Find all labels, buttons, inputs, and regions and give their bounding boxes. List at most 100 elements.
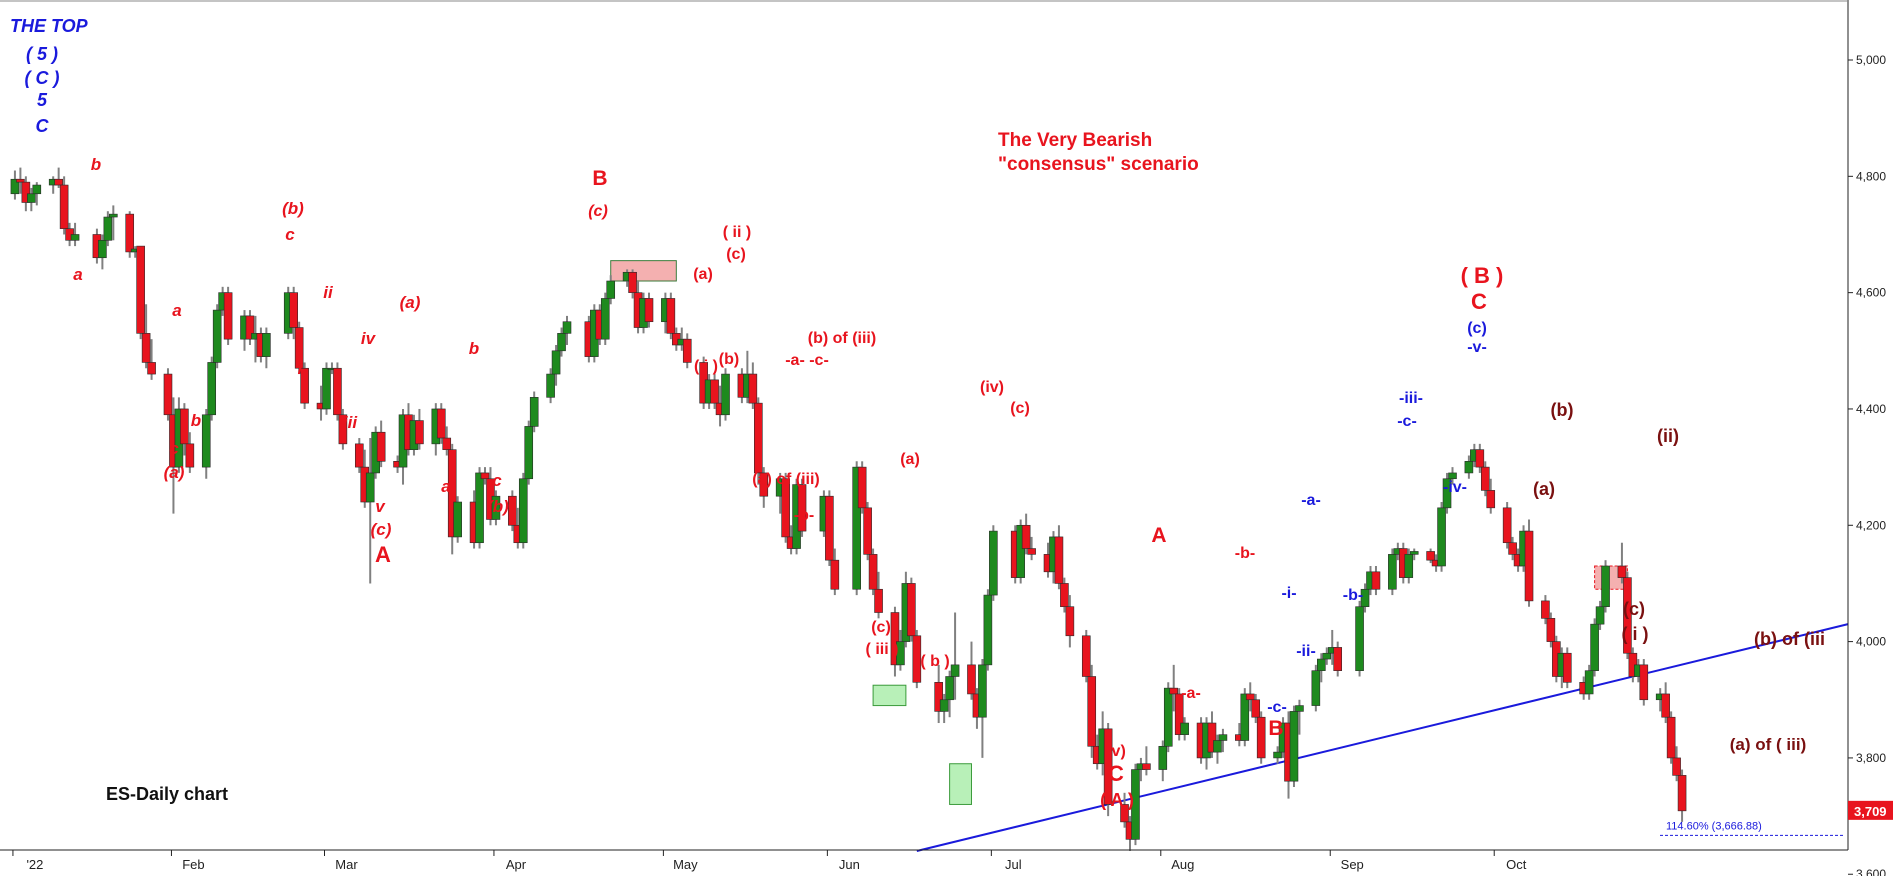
candle-2022-09-07	[1360, 583, 1370, 613]
candle-body	[868, 554, 878, 590]
chart-title-line-1: "consensus" scenario	[998, 154, 1199, 175]
candle-2022-03-24	[447, 443, 457, 555]
wave-label-16: iv	[361, 329, 377, 348]
candle-body	[1546, 618, 1556, 642]
candle-body	[1245, 693, 1255, 701]
candle-body	[1065, 606, 1075, 637]
y-tick-label-2: 4,000	[1856, 635, 1886, 649]
wave-label-28: ( ii )	[723, 224, 751, 241]
candle-body	[1240, 693, 1250, 741]
candle-body	[201, 414, 211, 468]
wave-label-21: a	[441, 477, 450, 496]
fib-level-label-0: 114.60% (3,666.88)	[1666, 820, 1762, 832]
candle-2022-03-22	[436, 403, 446, 444]
wave-label-54: -a-	[1301, 492, 1321, 509]
candle-2022-09-09	[1371, 565, 1381, 596]
candle-2022-08-05	[1180, 717, 1189, 741]
wave-label-64: (a)	[1533, 479, 1555, 499]
candle-body	[245, 315, 255, 340]
candle-body	[54, 178, 63, 186]
candle-body	[109, 213, 118, 218]
candle-body	[710, 379, 719, 404]
candle-2022-08-17	[1245, 682, 1255, 712]
candle-2022-02-03	[180, 403, 189, 456]
candle-body	[1448, 472, 1457, 480]
candle-body	[1672, 757, 1681, 776]
wave-label-9: c	[169, 439, 179, 458]
candle-2022-02-08	[207, 356, 217, 421]
candle-2022-06-23	[945, 670, 954, 718]
target-box-0	[610, 260, 677, 282]
candle-2022-02-25	[300, 362, 309, 409]
candle-body	[1142, 763, 1151, 770]
candle-2022-01-11	[54, 167, 63, 188]
wave-label-51: B	[1268, 717, 1283, 740]
candle-2022-01-05	[21, 176, 31, 212]
candle-body	[1289, 711, 1299, 782]
candle-body	[1207, 722, 1217, 753]
wave-label-56: -iii-	[1399, 390, 1423, 407]
candle-2022-08-25	[1289, 705, 1299, 787]
candle-body	[1541, 600, 1550, 619]
candle-body	[939, 699, 949, 712]
candle-2022-06-24	[950, 612, 960, 700]
candle-body	[10, 178, 20, 195]
candle-body	[896, 641, 905, 666]
candle-2022-04-07	[524, 420, 534, 485]
candle-2022-09-22	[1442, 472, 1452, 514]
candle-body	[1273, 751, 1282, 759]
candle-body	[890, 612, 900, 666]
candle-body	[863, 507, 872, 555]
candle-body	[1163, 687, 1173, 747]
candle-body	[1584, 670, 1594, 695]
x-tick-label-4: May	[673, 857, 698, 872]
candle-body	[1213, 740, 1222, 753]
candle-2022-05-18	[748, 362, 758, 409]
candle-body	[1486, 490, 1496, 509]
candle-body	[989, 530, 998, 596]
candle-2022-09-28	[1475, 443, 1485, 473]
candle-2022-02-04	[185, 432, 195, 473]
candle-2022-02-24	[294, 321, 304, 375]
candle-2022-01-28	[147, 339, 156, 380]
candle-body	[857, 466, 867, 509]
candle-2022-02-09	[212, 304, 222, 369]
wave-label-49: -b-	[1235, 545, 1255, 562]
wave-label-53: -ii-	[1296, 643, 1316, 660]
candle-body	[529, 397, 539, 427]
candle-2022-08-11	[1213, 734, 1222, 764]
y-tick-label-0: 3,600	[1856, 867, 1886, 876]
wave-label-58: -iv-	[1443, 479, 1467, 496]
candle-body	[644, 298, 654, 323]
candle-body	[1590, 623, 1599, 671]
candle-2022-10-07	[1524, 519, 1534, 607]
candle-body	[322, 367, 331, 410]
wave-label-63: (b)	[1551, 400, 1574, 420]
candle-2022-02-07	[201, 408, 211, 479]
candle-body	[491, 495, 501, 520]
candle-body	[945, 676, 954, 701]
candle-2022-04-21	[600, 292, 610, 345]
last-price-label: 3,709	[1854, 804, 1887, 819]
candle-2022-03-30	[480, 467, 490, 485]
wave-label-50: -c-	[1267, 699, 1287, 716]
wave-label-15: iii	[343, 413, 358, 432]
candle-body	[1251, 699, 1261, 718]
candle-2022-08-10	[1207, 711, 1217, 758]
candle-2022-06-30	[983, 589, 993, 671]
wave-label-1: ( 5 )	[26, 44, 58, 64]
wave-label-19: (c)	[371, 520, 392, 539]
candle-body	[415, 420, 424, 445]
candle-body	[1562, 652, 1572, 683]
candle-body	[1158, 745, 1168, 770]
wave-label-57: -c-	[1397, 413, 1417, 430]
target-box-2	[949, 763, 972, 805]
wave-label-39: ( b )	[920, 653, 949, 670]
candle-body	[365, 472, 375, 503]
wave-label-8: b	[191, 411, 201, 430]
candle-body	[70, 234, 80, 241]
candle-2022-08-29	[1311, 664, 1321, 712]
candle-2022-06-21	[934, 664, 943, 724]
candle-2022-06-09	[868, 548, 878, 596]
candle-2022-06-07	[857, 461, 867, 514]
